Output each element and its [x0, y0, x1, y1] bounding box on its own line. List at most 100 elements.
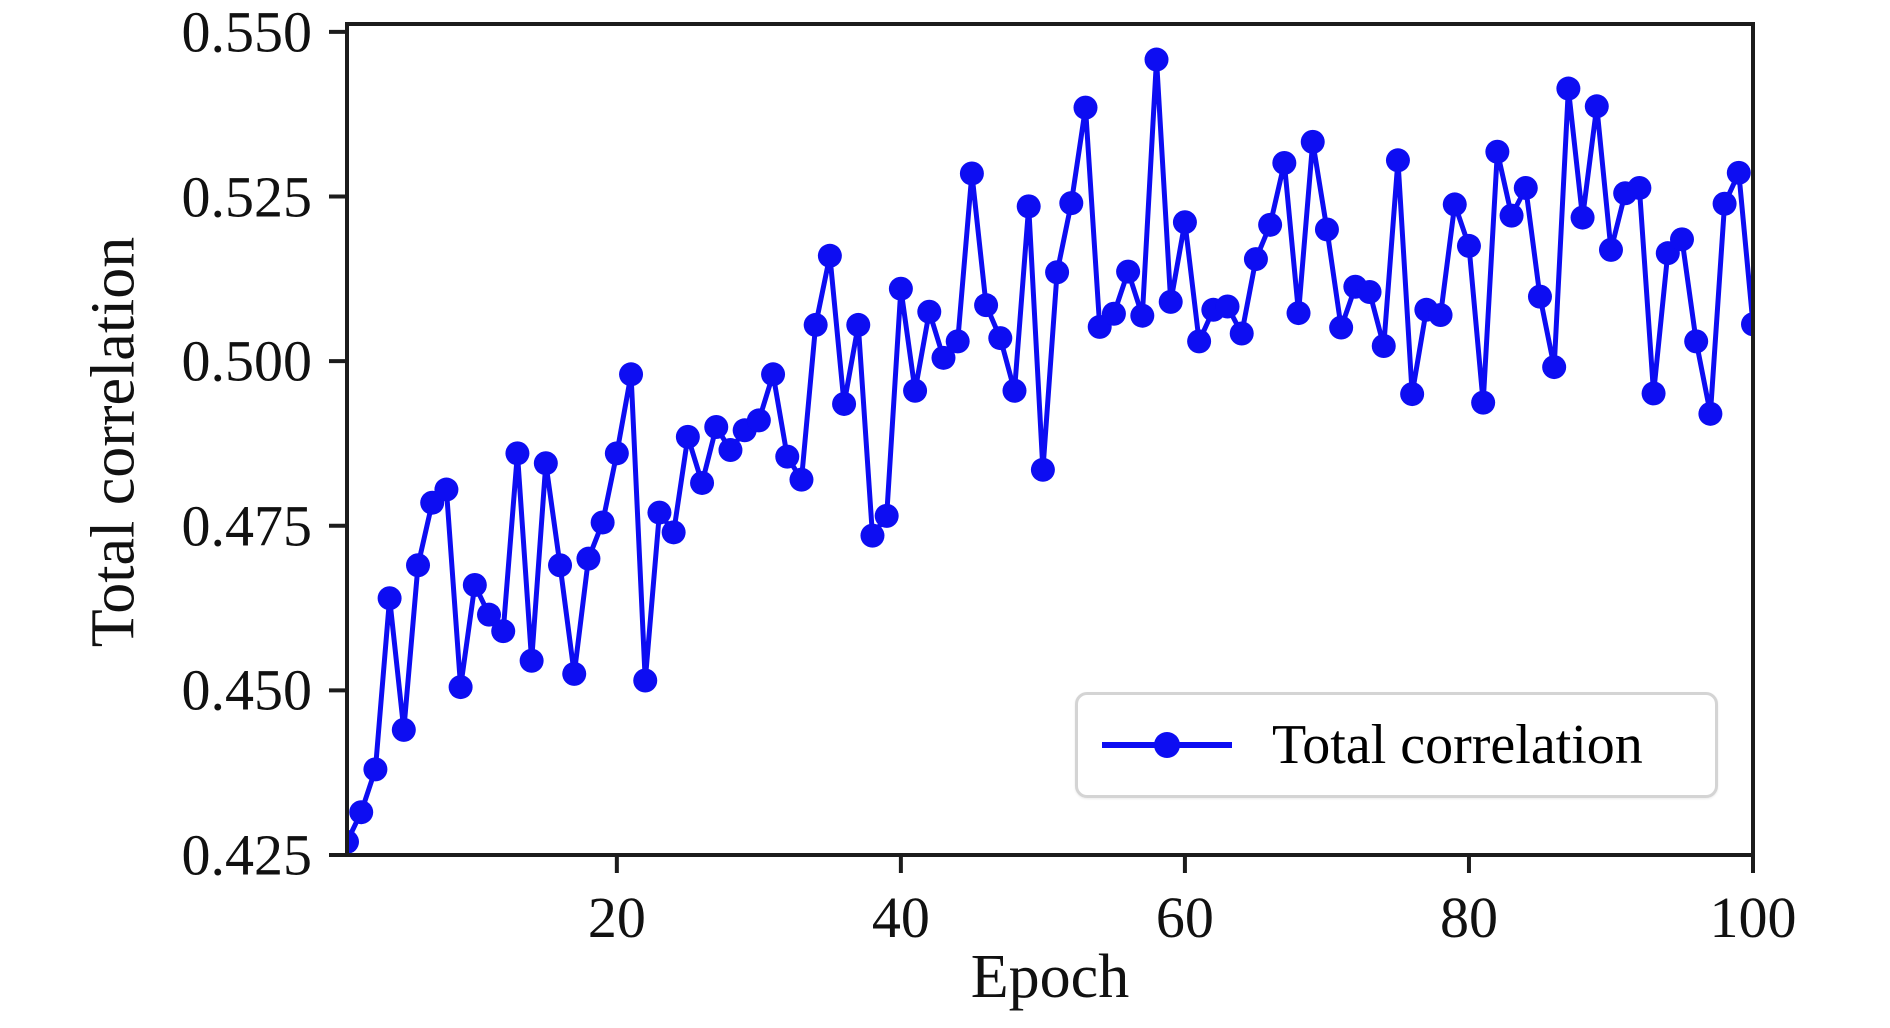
data-point-marker: [406, 553, 431, 578]
data-point-marker: [1258, 212, 1283, 237]
data-point-marker: [1243, 247, 1268, 272]
data-point-marker: [1144, 47, 1169, 72]
data-point-marker: [1357, 280, 1382, 305]
data-point-marker: [1471, 390, 1496, 415]
legend-sample: [1102, 730, 1232, 760]
data-point-marker: [789, 467, 814, 492]
legend-marker-icon: [1154, 732, 1180, 758]
x-tick-label: 100: [1709, 885, 1797, 950]
data-point-marker: [1669, 227, 1694, 252]
legend-label: Total correlation: [1272, 714, 1643, 776]
y-tick-label: 0.500: [181, 328, 313, 394]
x-tick-label: 40: [871, 885, 930, 950]
data-point-marker: [1456, 233, 1481, 258]
data-point-marker: [1130, 303, 1155, 328]
data-point-marker: [604, 441, 629, 466]
data-point-marker: [817, 243, 842, 268]
data-point-marker: [1598, 237, 1623, 262]
data-point-marker: [533, 451, 558, 476]
data-point-marker: [1059, 191, 1084, 216]
data-point-marker: [661, 520, 686, 545]
data-point-marker: [1030, 457, 1055, 482]
data-point-marker: [1073, 95, 1098, 120]
y-tick-label: 0.450: [181, 657, 313, 723]
data-point-marker: [633, 668, 658, 693]
data-point-marker: [1187, 329, 1212, 354]
data-point-marker: [1542, 355, 1567, 380]
data-point-marker: [562, 661, 587, 686]
data-point-marker: [746, 408, 771, 433]
x-tick-label: 80: [1439, 885, 1498, 950]
data-point-marker: [1371, 333, 1396, 358]
data-point-marker: [462, 573, 487, 598]
data-point-marker: [1172, 210, 1197, 235]
data-point-marker: [1684, 329, 1709, 354]
data-point-marker: [775, 444, 800, 469]
data-point-marker: [448, 675, 473, 700]
data-point-marker: [1314, 217, 1339, 242]
x-tick-label: 20: [587, 885, 646, 950]
data-point-marker: [846, 312, 871, 337]
data-point-marker: [832, 391, 857, 416]
data-point-marker: [988, 326, 1013, 351]
data-point-marker: [888, 276, 913, 301]
series-group: [347, 47, 1753, 854]
data-point-marker: [1215, 294, 1240, 319]
data-point-marker: [1513, 175, 1538, 200]
data-point-marker: [548, 553, 573, 578]
data-point-marker: [917, 299, 942, 324]
data-point-marker: [377, 586, 402, 611]
y-tick-label: 0.475: [181, 493, 313, 559]
y-tick-label: 0.525: [181, 164, 313, 230]
data-point-marker: [505, 441, 530, 466]
data-point-marker: [619, 362, 644, 387]
data-point-marker: [1286, 301, 1311, 326]
data-point-marker: [1641, 381, 1666, 406]
data-point-marker: [1101, 301, 1126, 326]
data-point-marker: [434, 477, 459, 502]
data-point-marker: [903, 378, 928, 403]
legend: Total correlation: [1075, 692, 1718, 798]
data-point-marker: [1442, 192, 1467, 217]
data-point-marker: [704, 414, 729, 439]
data-point-marker: [647, 500, 672, 525]
x-axis-label: Epoch: [970, 943, 1130, 1011]
y-tick-label: 0.550: [181, 0, 313, 65]
data-point-marker: [391, 717, 416, 742]
data-point-marker: [491, 619, 516, 644]
data-point-marker: [1400, 382, 1425, 407]
data-point-marker: [1229, 321, 1254, 346]
y-tick-label: 0.425: [181, 822, 313, 888]
data-point-marker: [803, 312, 828, 337]
data-point-marker: [1584, 94, 1609, 119]
x-tick-label: 60: [1155, 885, 1214, 950]
data-point-marker: [1527, 284, 1552, 309]
data-point-marker: [690, 470, 715, 495]
data-point-marker: [945, 329, 970, 354]
data-point-marker: [1499, 203, 1524, 228]
data-point-marker: [1116, 259, 1141, 284]
data-point-marker: [349, 800, 374, 825]
data-point-marker: [931, 345, 956, 370]
axes-spines: [345, 22, 1755, 857]
data-point-marker: [576, 546, 601, 571]
data-point-marker: [519, 648, 544, 673]
data-point-marker: [1329, 315, 1354, 340]
data-point-marker: [477, 602, 502, 627]
data-point-marker: [1556, 76, 1581, 101]
data-point-marker: [718, 438, 743, 463]
data-point-marker: [959, 161, 984, 186]
data-point-marker: [1016, 194, 1041, 219]
data-point-marker: [1045, 260, 1070, 285]
data-point-marker: [1726, 160, 1751, 185]
data-point-marker: [1158, 289, 1183, 314]
data-point-marker: [1002, 378, 1027, 403]
data-point-marker: [1485, 139, 1510, 164]
data-point-marker: [1570, 205, 1595, 230]
data-point-marker: [347, 829, 359, 854]
data-point-marker: [1428, 303, 1453, 328]
data-point-marker: [1698, 401, 1723, 426]
data-point-marker: [1272, 150, 1297, 175]
